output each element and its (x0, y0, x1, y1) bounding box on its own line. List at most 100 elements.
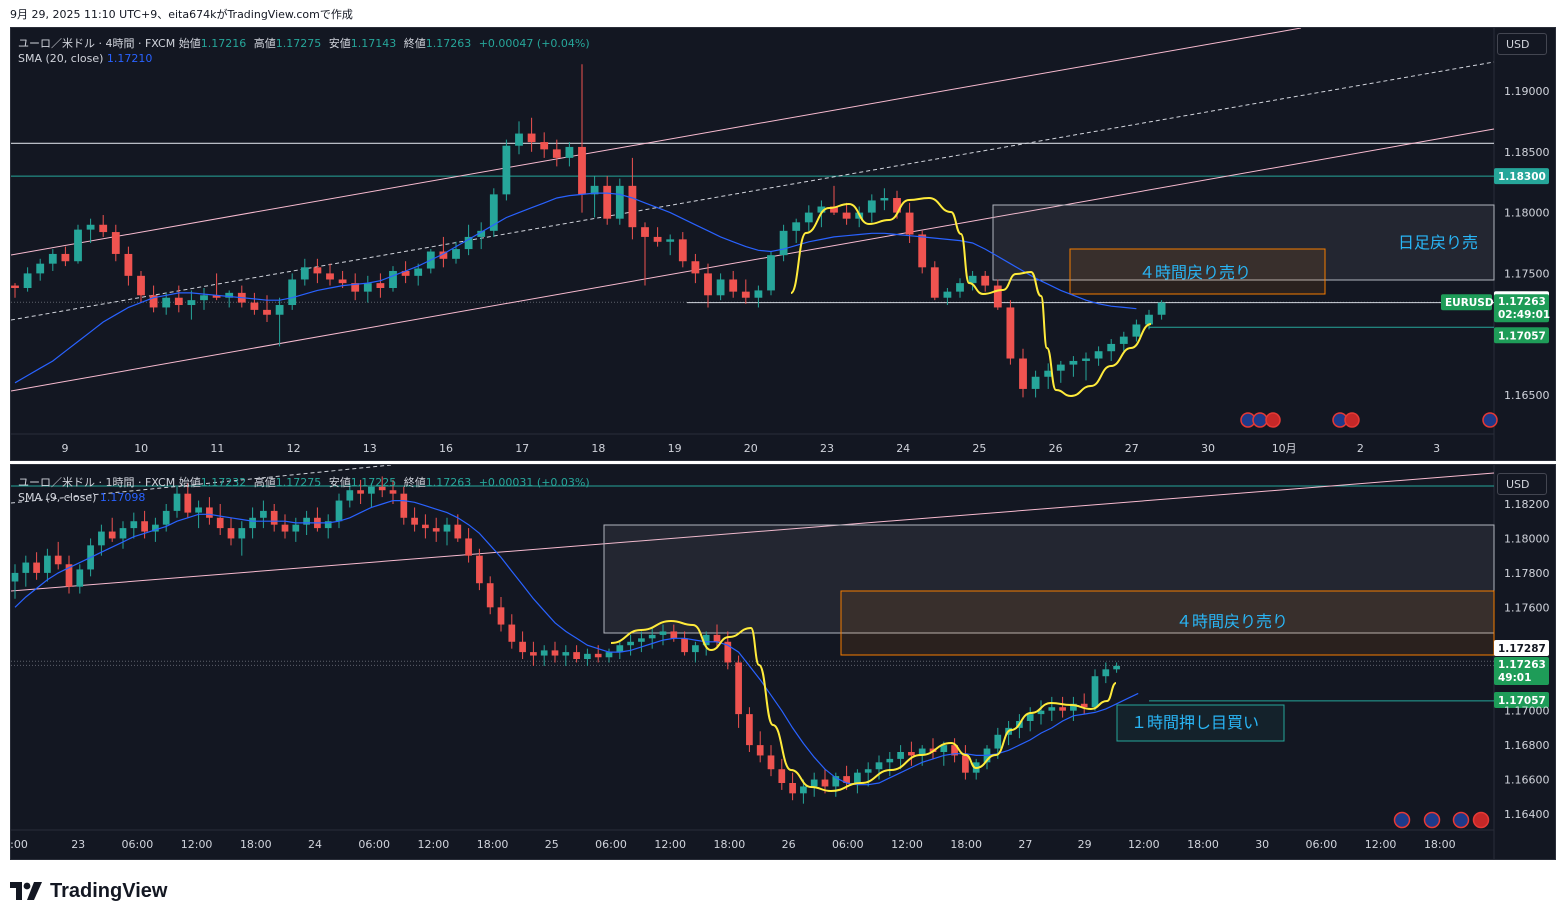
x-tick-label: 12:00 (418, 838, 450, 851)
candle-body (200, 295, 208, 301)
economic-event-icon (1482, 412, 1498, 428)
candle-body (281, 524, 289, 532)
legend-high: 1.17275 (275, 37, 322, 50)
y-tick-label: 1.16800 (1504, 739, 1550, 752)
candle-body (432, 528, 440, 532)
legend-sma-label: SMA (9, close) (18, 491, 97, 504)
y-tick-label: 1.18200 (1504, 498, 1550, 511)
x-tick-label: 19 (668, 442, 682, 455)
price-label-1.17057-bg (1494, 692, 1549, 708)
x-tick-label: 12:00 (891, 838, 923, 851)
candle-body (956, 283, 964, 292)
candle-body (401, 270, 410, 276)
candle-body (792, 222, 801, 231)
y-tick-label: 1.16500 (1504, 389, 1550, 402)
chart-pane-1h[interactable]: ４時間戻り売り １時間押し目買い 1.17287 1.17263 49:01 1.1705… (10, 464, 1556, 860)
candle-body (1026, 714, 1034, 721)
candle-body (137, 275, 145, 296)
candle-body (994, 734, 1002, 749)
candle-body (943, 291, 952, 298)
candle-body (843, 776, 850, 783)
price-label-1.17057-bg (1494, 327, 1549, 344)
candle-body (552, 149, 561, 158)
candle-body (875, 762, 883, 770)
candle-body (162, 510, 170, 525)
symbol-tag: EURUSD (1445, 297, 1494, 309)
candle-body (422, 524, 429, 529)
x-tick-label: 2 (1357, 442, 1364, 455)
legend-sma-1h[interactable]: SMA (9, close) 1.17098 (18, 491, 145, 504)
x-tick-label: 18:00 (240, 838, 272, 851)
snapshot-caption: 9月 29, 2025 11:10 UTC+9、eita674kがTrading… (10, 8, 353, 21)
candle-body (508, 624, 516, 642)
legend-close-label: 終値 (403, 37, 426, 50)
currency-button-4h[interactable]: USD (1497, 33, 1547, 55)
candle-body (389, 270, 397, 288)
tradingview-logo[interactable]: TradingView (10, 877, 167, 905)
x-tick-label: 18 (591, 442, 605, 455)
candle-body (86, 224, 95, 230)
candle-body (810, 779, 818, 787)
candle-body (603, 185, 612, 219)
candle-body (346, 490, 354, 501)
candle-body (378, 486, 386, 491)
candle-body (562, 652, 570, 656)
candle-body (789, 783, 796, 794)
legend-sma-4h[interactable]: SMA (20, close) 1.17210 (18, 52, 152, 65)
4h-sell-annotation: ４時間戻り売り (1176, 612, 1288, 631)
x-tick-label: 11 (210, 442, 224, 455)
candle-body (578, 146, 586, 195)
x-tick-label: 18:00 (477, 838, 509, 851)
candle-body (263, 309, 271, 315)
price-label-1.17057: 1.17057 (1498, 330, 1546, 342)
chart-pane-4h[interactable]: ４時間戻り売り日足戻り売1.183001.172871.1726302:49:0… (10, 27, 1556, 461)
price-label-last: 1.17263 (1498, 296, 1546, 308)
candle-body (981, 275, 990, 286)
candle-body (590, 185, 599, 195)
candle-body (724, 641, 732, 663)
4h-sell-annotation: ４時間戻り売り (1139, 263, 1251, 282)
candle-body (187, 300, 196, 306)
legend-ohlc-1h: ユーロ／米ドル · 1時間 · FXCM 始値1.17232 高値1.17275… (18, 474, 590, 490)
candle-body (830, 206, 838, 213)
x-tick-label: 16 (439, 442, 453, 455)
legend-high-label: 高値 (253, 37, 276, 50)
candle-body (11, 285, 19, 288)
candle-body (1044, 370, 1053, 377)
x-tick-label: 3 (1433, 442, 1440, 455)
trend-sketch-curve (790, 196, 1152, 398)
x-tick-label: 30 (1201, 442, 1215, 455)
y-tick-label: 1.17800 (1504, 567, 1550, 580)
candle-body (1145, 314, 1153, 325)
y-tick-label: 1.17600 (1504, 601, 1550, 614)
candle-body (519, 641, 526, 653)
candle-body (659, 631, 667, 635)
price-label-last-bg (1494, 294, 1549, 323)
x-tick-label: 18:00 (1424, 838, 1456, 851)
chart-canvas-1h[interactable]: ４時間戻り売り１時間押し目買い1.172871.1726349:011.1705… (11, 465, 1556, 860)
legend-high-label: 高値 (253, 476, 276, 489)
tradingview-logo-icon (10, 882, 42, 900)
candle-body (968, 275, 977, 284)
chart-canvas-4h[interactable]: ４時間戻り売り日足戻り売1.183001.172871.1726302:49:0… (11, 28, 1556, 461)
x-tick-label: 26 (1049, 442, 1063, 455)
candle-body (452, 249, 460, 259)
candle-body (1019, 358, 1027, 389)
candle-body (11, 572, 19, 582)
legend-high: 1.17275 (275, 476, 322, 489)
legend-change: +0.00047 (+0.04%) (478, 37, 590, 50)
currency-button-1h[interactable]: USD (1497, 473, 1547, 495)
x-tick-label: 13 (363, 442, 377, 455)
legend-open: 1.17232 (200, 476, 247, 489)
sma-line (14, 192, 1137, 384)
x-tick-label: 06:00 (358, 838, 390, 851)
y-tick-label: 1.16600 (1504, 774, 1550, 787)
economic-event-icon (1423, 811, 1441, 829)
x-tick-label: 18:00 (1187, 838, 1219, 851)
candle-body (324, 521, 332, 529)
candle-body (702, 634, 710, 646)
candle-body (584, 653, 591, 659)
x-tick-label: 25 (972, 442, 986, 455)
x-tick-label: :00 (11, 838, 28, 851)
candle-body (249, 517, 256, 529)
